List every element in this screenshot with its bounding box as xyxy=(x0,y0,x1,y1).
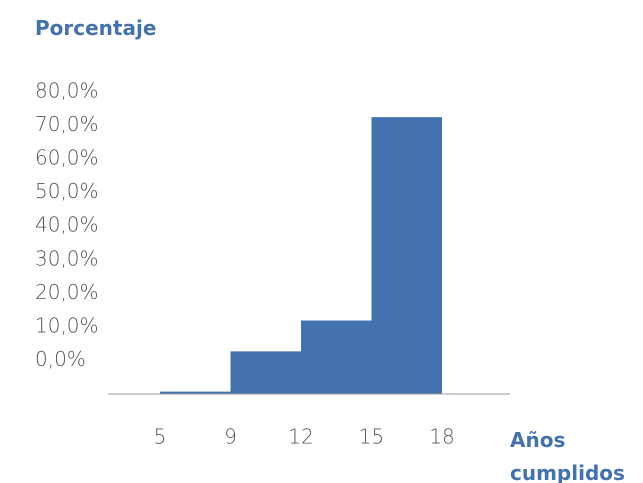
y-tick-label: 60,0% xyxy=(35,146,99,170)
x-tick-label: 15 xyxy=(359,425,384,449)
bar xyxy=(230,351,301,394)
x-tick-label: 18 xyxy=(429,425,454,449)
x-tick-label: 5 xyxy=(154,425,167,449)
x-axis-label: Años cumplidos xyxy=(510,428,625,483)
bar xyxy=(371,117,442,395)
y-axis-label: Porcentaje xyxy=(35,16,157,40)
x-tick-label: 9 xyxy=(224,425,237,449)
y-tick-label: 10,0% xyxy=(35,313,99,337)
bar xyxy=(301,320,372,394)
y-tick-label: 80,0% xyxy=(35,79,99,103)
x-tick-label: 12 xyxy=(288,425,313,449)
bar xyxy=(160,391,231,394)
y-tick-label: 0,0% xyxy=(35,347,86,371)
y-tick-label: 70,0% xyxy=(35,112,99,136)
y-tick-label: 20,0% xyxy=(35,280,99,304)
y-tick-label: 50,0% xyxy=(35,179,99,203)
y-tick-label: 40,0% xyxy=(35,213,99,237)
y-tick-label: 30,0% xyxy=(35,246,99,270)
